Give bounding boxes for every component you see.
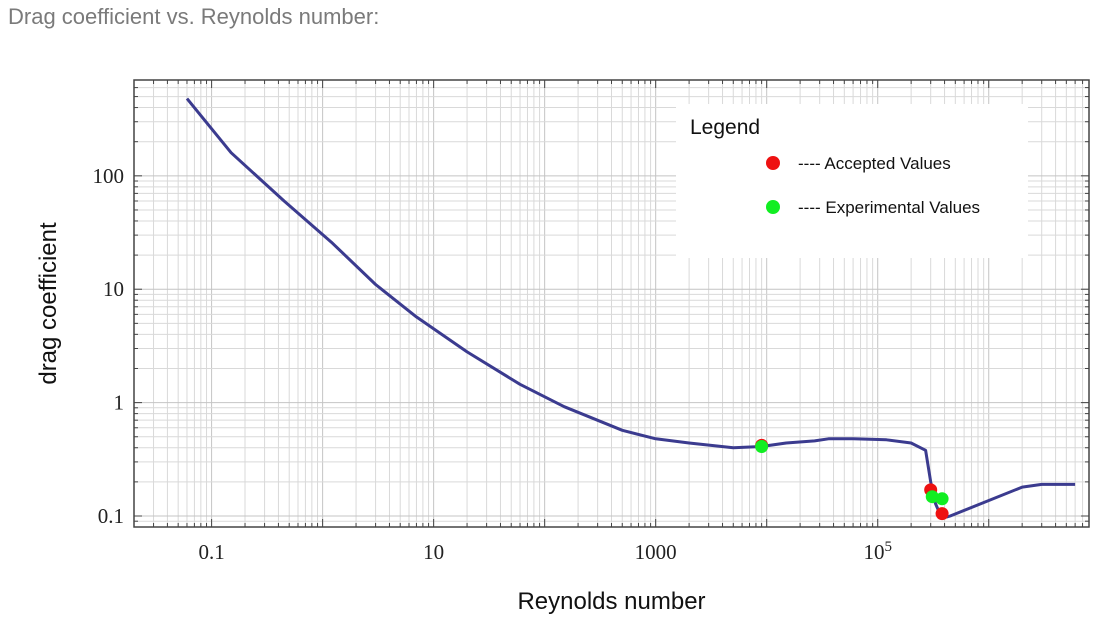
x-tick-label: 10 [423,540,444,564]
experimental-values-point [755,440,769,454]
experimental-values-point [925,490,939,504]
y-tick-label: 0.1 [98,504,124,528]
x-tick-label: 0.1 [198,540,224,564]
legend-title: Legend [690,116,760,139]
y-axis-title: drag coefficient [35,222,62,385]
x-tick-label: 105 [863,539,892,564]
x-tick-label: 1000 [635,540,677,564]
accepted-values-point [935,507,949,521]
x-axis-title: Reynolds number [517,588,705,615]
tick-marks [133,79,1090,528]
points-layer [755,438,949,521]
experimental-values-point [935,492,949,506]
page-heading: Drag coefficient vs. Reynolds number: [8,4,380,29]
tick-labels: 0.1 10 1000 105 0.1 1 10 100 [93,164,892,564]
legend-box [676,104,1028,258]
legend: Legend ---- Accepted Values ---- Experimen… [676,104,1028,258]
y-tick-label: 10 [103,277,124,301]
legend-marker [766,200,780,214]
legend-label: ---- Accepted Values [798,154,951,173]
y-tick-label: 100 [93,164,125,188]
legend-marker [766,156,780,170]
y-tick-label: 1 [114,391,125,415]
legend-label: ---- Experimental Values [798,198,980,217]
